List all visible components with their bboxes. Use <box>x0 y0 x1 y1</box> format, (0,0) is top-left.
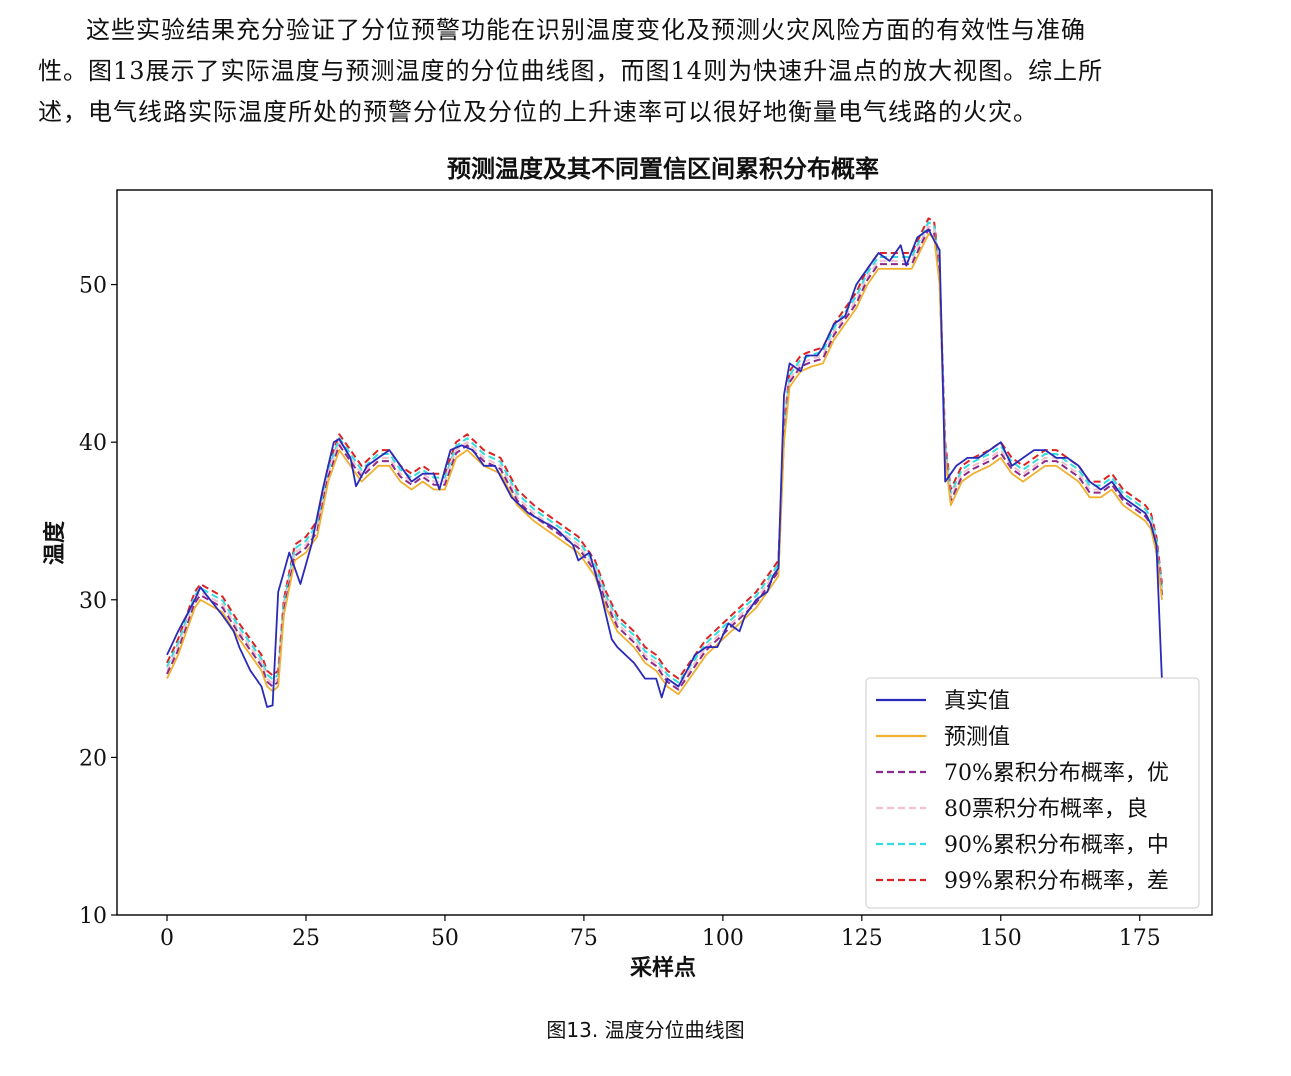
plot-lines <box>166 217 1163 708</box>
x-tick-label: 150 <box>980 926 1022 951</box>
series-line-4 <box>166 221 1163 684</box>
plot-frame <box>116 189 1213 916</box>
legend-label: 99%累积分布概率，差 <box>944 869 1169 894</box>
series-line-1 <box>166 233 1163 696</box>
paragraph-line: 这些实验结果充分验证了分位预警功能在识别温度变化及预测火灾风险方面的有效性与准确 <box>86 16 1086 44</box>
x-axis-label: 采样点 <box>630 955 696 981</box>
body-paragraph: 这些实验结果充分验证了分位预警功能在识别温度变化及预测火灾风险方面的有效性与准确… <box>38 10 1228 133</box>
figure-caption: 图13. 温度分位曲线图 <box>546 1018 745 1042</box>
y-tick-label: 10 <box>79 904 107 929</box>
y-axis-label: 温度 <box>42 520 68 565</box>
series-line-0 <box>166 228 1163 708</box>
legend-box <box>865 677 1200 909</box>
y-tick-label: 40 <box>79 431 107 456</box>
x-tick-label: 25 <box>292 926 320 951</box>
chart-title: 预测温度及其不同置信区间累积分布概率 <box>447 155 879 183</box>
y-tick-label: 50 <box>79 274 107 299</box>
series-line-2 <box>166 228 1163 691</box>
legend-label: 80票积分布概率，良 <box>944 797 1148 822</box>
axis-ticks: 0 25 50 75 100 125 150 175 10 20 30 40 50 <box>79 274 1161 951</box>
x-tick-label: 175 <box>1119 926 1161 951</box>
legend-label: 预测值 <box>944 725 1010 750</box>
x-tick-label: 125 <box>841 926 883 951</box>
temperature-quantile-chart: 预测温度及其不同置信区间累积分布概率 温度 采样点 0 25 50 75 100 125 1… <box>42 155 1213 981</box>
x-tick-label: 0 <box>160 926 174 951</box>
paragraph-line: 性。图13展示了实际温度与预测温度的分位曲线图，而图14则为快速升温点的放大视图… <box>38 57 1104 85</box>
x-tick-label: 100 <box>702 926 744 951</box>
paragraph-line: 述，电气线路实际温度所处的预警分位及分位的上升速率可以很好地衡量电气线路的火灾。 <box>38 98 1038 126</box>
y-tick-label: 20 <box>79 746 107 771</box>
series-line-5 <box>166 217 1163 680</box>
x-tick-label: 50 <box>431 926 459 951</box>
y-tick-label: 30 <box>79 589 107 614</box>
legend-label: 90%累积分布概率，中 <box>944 833 1169 858</box>
series-line-3 <box>166 225 1163 688</box>
legend-label: 70%累积分布概率，优 <box>944 761 1169 786</box>
x-tick-label: 75 <box>570 926 598 951</box>
legend-label: 真实值 <box>944 689 1010 714</box>
